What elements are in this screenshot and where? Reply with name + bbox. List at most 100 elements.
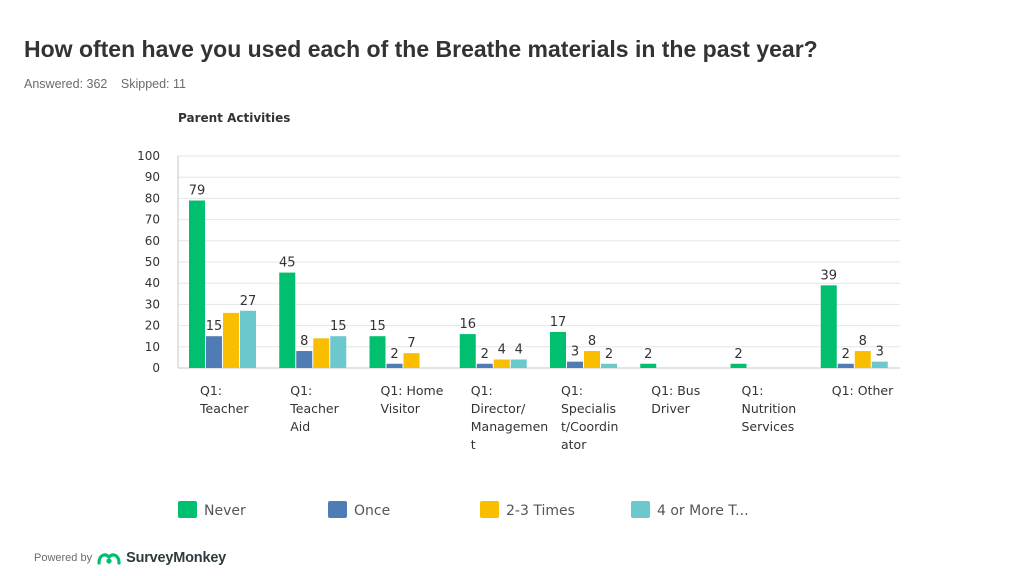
- bar: [584, 351, 600, 368]
- data-label: 16: [459, 317, 476, 332]
- x-tick-label: t: [471, 437, 476, 452]
- y-tick-label: 90: [145, 170, 160, 184]
- y-tick-label: 70: [145, 213, 160, 227]
- data-label: 2: [734, 347, 742, 362]
- x-tick-label: Q1:: [742, 383, 764, 398]
- footer: Powered by SurveyMonkey: [34, 548, 226, 568]
- bar: [871, 361, 888, 368]
- x-tick-label: Q1:: [471, 383, 493, 398]
- data-label: 8: [859, 334, 867, 349]
- data-label: 3: [571, 345, 579, 360]
- y-tick-label: 0: [152, 361, 160, 375]
- bar: [369, 336, 386, 368]
- data-label: 3: [876, 345, 884, 360]
- x-tick-label: Nutrition: [742, 401, 797, 416]
- data-label: 15: [206, 319, 223, 334]
- data-label: 2: [605, 347, 613, 362]
- y-tick-label: 60: [145, 234, 160, 248]
- legend-swatch: [480, 501, 499, 518]
- y-tick-label: 50: [145, 255, 160, 269]
- bar: [279, 272, 296, 368]
- bar: [601, 363, 617, 368]
- data-label: 8: [300, 334, 308, 349]
- legend-swatch: [631, 501, 650, 518]
- data-label: 2: [644, 347, 652, 362]
- bar: [189, 200, 205, 368]
- legend-label: Once: [354, 503, 390, 519]
- bar: [510, 359, 527, 368]
- data-label: 15: [369, 319, 386, 334]
- bar: [459, 334, 476, 368]
- bar: [730, 363, 747, 368]
- legend-label: 2-3 Times: [506, 503, 575, 519]
- x-tick-label: Aid: [290, 419, 310, 434]
- bar: [476, 363, 493, 368]
- y-tick-label: 80: [145, 191, 160, 205]
- bar: [313, 338, 330, 368]
- bar: [223, 312, 239, 368]
- chart-bars: [189, 200, 888, 368]
- chart-grid: [178, 155, 900, 369]
- data-label: 7: [407, 336, 415, 351]
- page-title: How often have you used each of the Brea…: [24, 36, 818, 62]
- bar: [820, 285, 837, 368]
- x-tick-label: Services: [742, 419, 795, 434]
- x-tick-label: Driver: [651, 401, 690, 416]
- bar: [386, 363, 403, 368]
- x-tick-label: Teacher: [199, 401, 249, 416]
- bar: [640, 363, 657, 368]
- bar: [206, 336, 222, 368]
- data-label: 17: [550, 315, 567, 330]
- data-label: 2: [481, 347, 489, 362]
- chart-legend: Never Once 2-3 Times 4 or More T...: [178, 501, 749, 519]
- data-label: 2: [390, 347, 398, 362]
- bar: [567, 361, 583, 368]
- legend-label: Never: [204, 503, 246, 519]
- y-axis: 0 10 20 30 40 50 60 70 80 90 100: [137, 149, 179, 375]
- data-label: 27: [240, 294, 257, 309]
- x-tick-label: Q1: Home: [381, 383, 444, 398]
- data-label: 8: [588, 334, 596, 349]
- x-tick-label: Q1:: [290, 383, 312, 398]
- y-tick-label: 40: [145, 276, 160, 290]
- x-tick-label: Q1:: [200, 383, 222, 398]
- x-tick-label: Visitor: [381, 401, 421, 416]
- bar: [493, 359, 510, 368]
- bar: [296, 351, 313, 368]
- x-tick-label: Specialis: [561, 401, 616, 416]
- bar: [330, 336, 347, 368]
- answered-count: Answered: 362: [24, 77, 108, 91]
- bar: [403, 353, 420, 368]
- surveymonkey-brand[interactable]: SurveyMonkey: [126, 550, 227, 566]
- y-tick-label: 100: [137, 149, 160, 163]
- bar: [854, 351, 871, 368]
- x-axis: Q1: Teacher Q1: Teacher Aid Q1: Home Visitor Q1…: [199, 383, 894, 452]
- y-tick-label: 30: [145, 297, 160, 311]
- legend-label: 4 or More T...: [657, 503, 749, 519]
- powered-by-label: Powered by: [34, 552, 93, 564]
- data-label: 79: [189, 184, 206, 199]
- bar: [837, 363, 854, 368]
- data-label: 4: [498, 343, 506, 358]
- data-label: 15: [330, 319, 347, 334]
- data-label: 45: [279, 256, 296, 271]
- chart-title: Parent Activities: [178, 111, 290, 125]
- x-tick-label: Managemen: [471, 419, 548, 434]
- x-tick-label: Q1: Other: [832, 383, 894, 398]
- x-tick-label: Q1: Bus: [651, 383, 700, 398]
- data-label: 2: [842, 347, 850, 362]
- x-tick-label: Q1:: [561, 383, 583, 398]
- response-summary: Answered: 362 Skipped: 11: [24, 77, 196, 91]
- bar: [550, 331, 566, 368]
- data-label: 39: [820, 268, 837, 283]
- bar: [240, 310, 256, 368]
- y-tick-label: 20: [145, 319, 160, 333]
- x-tick-label: ator: [561, 437, 587, 452]
- legend-swatch: [178, 501, 197, 518]
- x-tick-label: Director/: [471, 401, 526, 416]
- surveymonkey-logo-icon: [97, 553, 121, 565]
- x-tick-label: Teacher: [289, 401, 339, 416]
- legend-swatch: [328, 501, 347, 518]
